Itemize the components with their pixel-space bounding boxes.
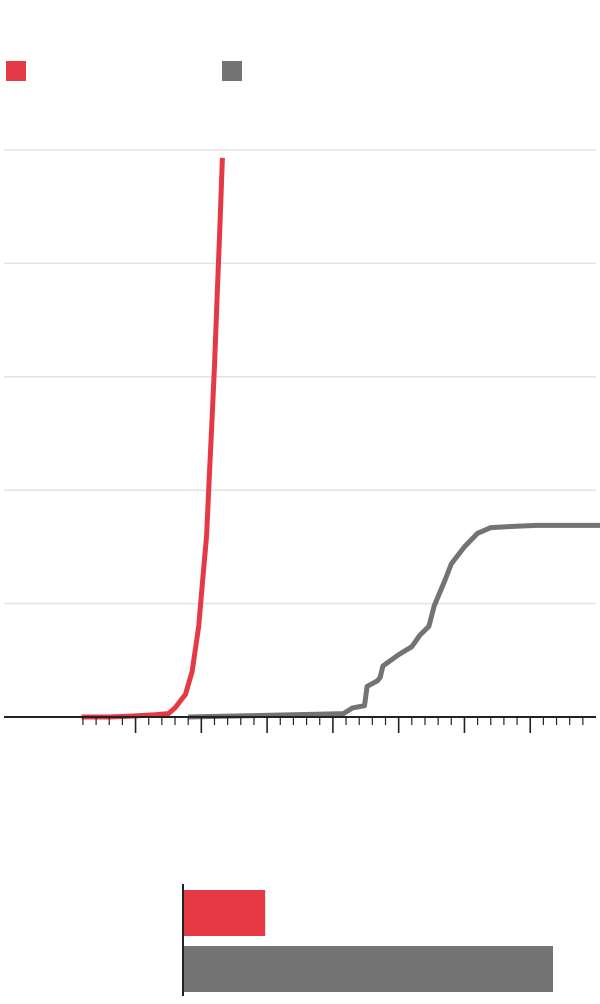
legend-swatch-b [222, 61, 242, 81]
legend-swatch-a [6, 61, 26, 81]
bar-b [184, 946, 553, 992]
gridlines [4, 149, 596, 605]
bar-chart-group [182, 884, 553, 996]
x-axis [4, 716, 596, 733]
legend [6, 61, 242, 81]
line-series-b [188, 522, 600, 720]
line-series-a [81, 157, 225, 720]
line-series-group [81, 157, 600, 720]
bar-a [184, 890, 266, 936]
